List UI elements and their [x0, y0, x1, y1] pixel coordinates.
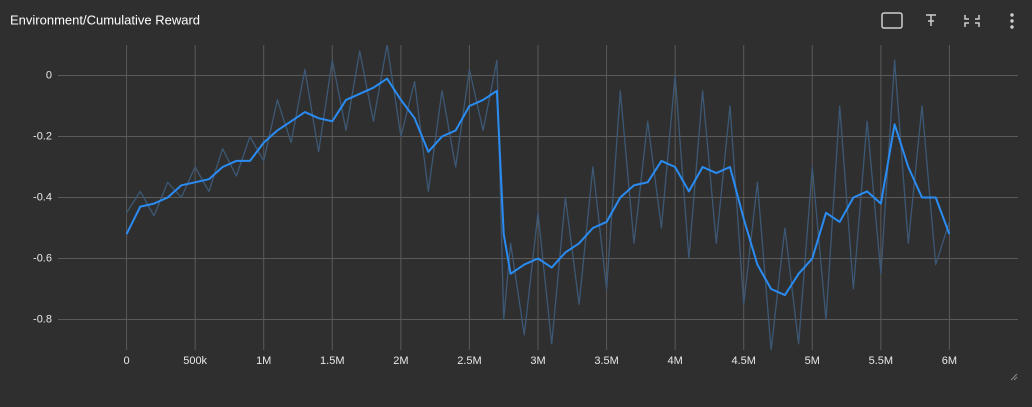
x-tick-label: 2.5M	[457, 355, 481, 367]
smoothed-line	[125, 77, 951, 297]
resize-handle[interactable]	[1010, 373, 1018, 381]
x-tick-label: 5.5M	[869, 355, 893, 367]
y-tick-label: -0.6	[33, 252, 52, 264]
x-tick-label: 4.5M	[731, 355, 755, 367]
x-tick-label: 6M	[942, 355, 957, 367]
x-tick-label: 5M	[805, 355, 820, 367]
x-tick-label: 500k	[183, 355, 207, 367]
x-tick-label: 1.5M	[320, 355, 344, 367]
pin-button[interactable]	[926, 14, 936, 26]
x-tick-label: 1M	[256, 355, 271, 367]
toolbar	[881, 12, 1014, 29]
x-tick-label: 4M	[668, 355, 683, 367]
fit-domain-button[interactable]	[881, 12, 903, 29]
y-tick-label: -0.4	[33, 191, 52, 203]
x-tick-label: 0	[124, 355, 130, 367]
x-tick-label: 3.5M	[594, 355, 618, 367]
menu-button[interactable]	[1010, 13, 1014, 29]
x-tick-label: 3M	[530, 355, 545, 367]
y-tick-label: -0.2	[33, 130, 52, 142]
chart-title: Environment/Cumulative Reward	[10, 12, 200, 27]
raw-line	[126, 45, 951, 350]
collapse-button[interactable]	[964, 15, 980, 27]
series-group	[125, 45, 951, 350]
y-tick-label: -0.8	[33, 313, 52, 325]
x-tick-label: 2M	[393, 355, 408, 367]
y-tick-label: 0	[46, 69, 52, 81]
